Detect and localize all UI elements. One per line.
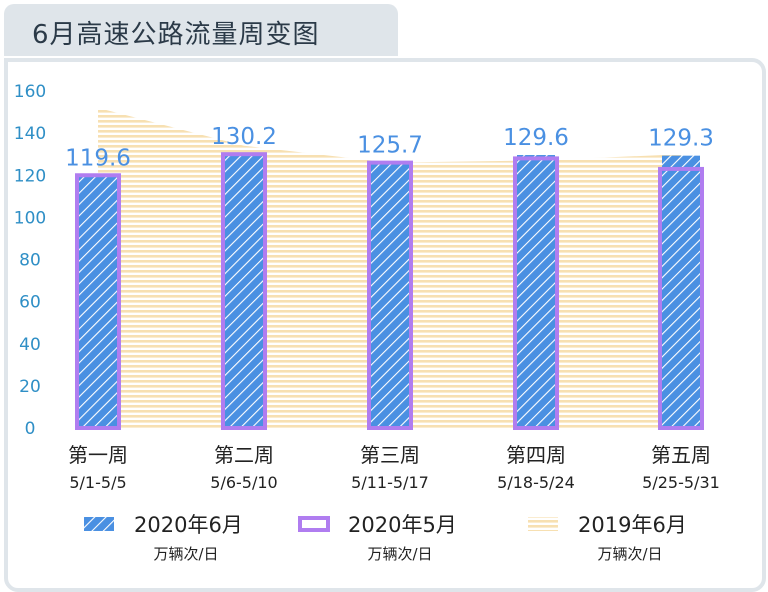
bar-2020-may-outline (367, 160, 413, 431)
legend-unit: 万辆次/日 (597, 545, 662, 563)
bar-2020-june (371, 163, 409, 428)
category-label: 第三周 (360, 443, 420, 467)
legend-label: 2020年6月 (134, 513, 243, 537)
legend-swatch-2020-june (84, 517, 114, 531)
legend-unit: 万辆次/日 (367, 545, 432, 563)
category-label: 第一周 (68, 443, 128, 467)
y-tick-label: 20 (19, 377, 41, 397)
bar-2020-may-outline (513, 156, 559, 430)
data-label: 119.6 (65, 145, 131, 171)
title-tab: 6月高速公路流量周变图 (4, 4, 398, 56)
legend-unit: 万辆次/日 (153, 545, 218, 563)
chart-title: 6月高速公路流量周变图 (32, 20, 320, 50)
data-label: 129.6 (503, 125, 569, 151)
bar-2020-may-outline (221, 152, 267, 430)
category-label: 第四周 (506, 443, 566, 467)
date-range-label: 5/18-5/24 (497, 473, 575, 492)
y-tick-label: 160 (14, 82, 46, 102)
legend-label: 2020年5月 (348, 513, 457, 537)
y-tick-label: 0 (25, 419, 36, 439)
bar-2020-may-outline (75, 173, 121, 430)
y-tick-label: 40 (19, 335, 41, 355)
legend-swatch-2020-may (298, 516, 330, 532)
bar-2020-june (662, 155, 700, 429)
data-label: 130.2 (211, 124, 277, 150)
legend-label: 2019年6月 (578, 513, 687, 537)
y-tick-label: 120 (14, 166, 46, 186)
date-range-label: 5/25-5/31 (642, 473, 720, 492)
date-range-label: 5/1-5/5 (69, 473, 126, 492)
bar-2020-june (517, 155, 555, 428)
y-tick-label: 80 (19, 251, 41, 271)
date-range-label: 5/6-5/10 (210, 473, 277, 492)
bar-2020-june (79, 176, 117, 428)
data-label: 125.7 (357, 133, 423, 159)
legend-swatch-2019-june (528, 517, 558, 531)
category-label: 第二周 (214, 443, 274, 467)
category-label: 第五周 (651, 443, 711, 467)
date-range-label: 5/11-5/17 (351, 473, 429, 492)
data-label: 129.3 (648, 126, 714, 152)
y-tick-label: 60 (19, 293, 41, 313)
y-tick-label: 140 (14, 124, 46, 144)
bar-2020-june (225, 153, 263, 429)
y-tick-label: 100 (14, 208, 46, 228)
bar-2020-may-outline (658, 166, 704, 430)
